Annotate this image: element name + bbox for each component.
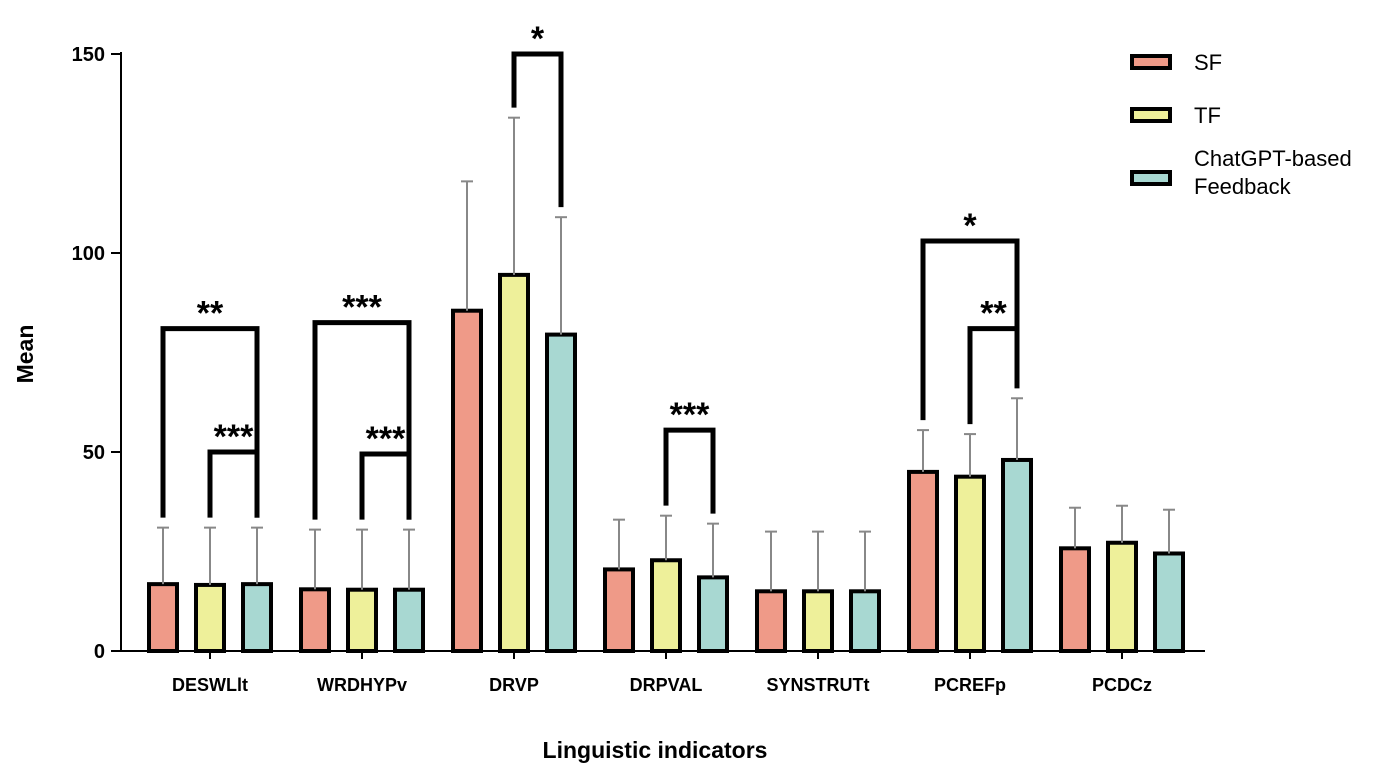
bar <box>147 582 179 653</box>
x-tick-label: PCREFp <box>934 675 1006 695</box>
bar <box>194 582 226 654</box>
bar <box>451 308 483 653</box>
bar <box>498 272 530 653</box>
x-tick-label: DESWLlt <box>172 675 248 695</box>
significance-bracket <box>511 51 564 208</box>
bar <box>1001 457 1033 653</box>
bar <box>1059 546 1091 653</box>
bar <box>650 558 682 653</box>
bar <box>802 589 834 653</box>
legend-label: Feedback <box>1194 174 1292 199</box>
significance-bracket <box>920 238 1020 421</box>
significance-layer: ****************** <box>160 20 1020 520</box>
significance-label: *** <box>366 420 406 458</box>
bar <box>1106 540 1138 654</box>
x-tick-label: WRDHYPv <box>317 675 407 695</box>
significance-label: *** <box>342 289 382 327</box>
legend-swatch <box>1130 170 1172 186</box>
significance-label: ** <box>197 295 224 333</box>
y-tick-label: 100 <box>72 243 105 265</box>
x-tick-label: PCDCz <box>1092 675 1152 695</box>
error-bars-layer <box>157 116 1175 592</box>
bar <box>545 332 577 653</box>
significance-label: * <box>963 207 977 245</box>
x-tick-label: DRPVAL <box>630 675 703 695</box>
significance-bracket <box>207 449 260 518</box>
bar <box>1153 551 1185 653</box>
x-tick-label: SYNSTRUTt <box>767 675 870 695</box>
bar <box>954 474 986 653</box>
legend-swatch <box>1130 107 1172 123</box>
bar <box>393 587 425 654</box>
significance-label: ** <box>980 295 1007 333</box>
legend-swatch <box>1130 54 1172 70</box>
significance-bracket <box>359 451 412 520</box>
y-tick-label: 150 <box>72 44 105 66</box>
x-tick-label: DRVP <box>489 675 539 695</box>
significance-label: *** <box>670 396 710 434</box>
y-tick-label: 50 <box>83 442 105 464</box>
significance-bracket <box>160 326 260 518</box>
bar <box>697 575 729 653</box>
significance-bracket <box>663 427 716 514</box>
bar <box>299 587 331 653</box>
significance-bracket <box>312 320 412 520</box>
bar <box>603 567 635 653</box>
legend: SF TF ChatGPT-based Feedback <box>1130 50 1352 199</box>
y-axis-title: Mean <box>12 325 38 384</box>
legend-label: TF <box>1194 103 1221 128</box>
x-axis-title: Linguistic indicators <box>543 737 768 763</box>
y-tick-label: 0 <box>94 641 105 663</box>
significance-label: * <box>531 20 545 58</box>
bar <box>241 582 273 653</box>
bar <box>346 587 378 654</box>
bar <box>907 469 939 653</box>
axes: 0 50 100 150 DESWLlt WRDHYPv DRVP DRPVAL SYNSTRU… <box>72 44 1205 695</box>
significance-bracket <box>967 326 1020 425</box>
bar <box>755 589 787 653</box>
legend-label: ChatGPT-based <box>1194 146 1352 171</box>
bar <box>849 589 881 653</box>
significance-label: *** <box>214 418 254 456</box>
legend-label: SF <box>1194 50 1222 75</box>
